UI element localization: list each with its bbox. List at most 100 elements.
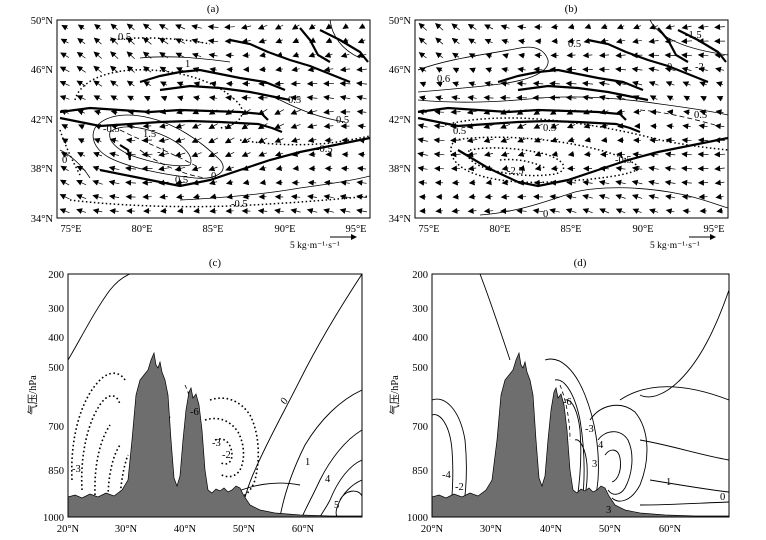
wind-vector — [275, 165, 283, 172]
lon-tick-label: 85°E — [560, 224, 581, 235]
contour-label: 0.5 — [336, 115, 349, 126]
wind-vector — [93, 95, 102, 101]
wind-vector — [648, 179, 659, 186]
wind-vector — [452, 81, 460, 88]
wind-vector — [600, 136, 608, 143]
wind-vector — [584, 23, 592, 30]
wind-vector — [565, 208, 577, 214]
wind-vector — [699, 81, 707, 87]
wind-vector — [484, 193, 493, 200]
wind-vector — [598, 80, 610, 87]
wind-vector — [419, 81, 427, 88]
wind-vector — [615, 194, 626, 200]
contour-label: -0.5 — [316, 144, 333, 155]
wind-vector — [174, 137, 186, 144]
wind-vector — [75, 194, 87, 200]
wind-vector — [291, 23, 300, 30]
wind-vector — [76, 179, 87, 186]
wind-vector — [258, 165, 267, 171]
wind-vector — [435, 23, 444, 31]
wind-vector — [550, 165, 559, 172]
wind-vector — [143, 95, 151, 102]
wind-vector — [435, 67, 443, 73]
wind-vector — [417, 123, 428, 130]
panel-c-frame — [67, 273, 363, 518]
contour-label: 4 — [598, 440, 604, 451]
wind-vector — [292, 165, 299, 172]
wind-vector — [175, 52, 185, 59]
wind-vector — [356, 80, 368, 87]
wind-vector — [307, 123, 317, 129]
wind-vector — [193, 81, 201, 88]
contour-label: 1 — [185, 59, 190, 70]
wind-vector — [615, 165, 626, 172]
wind-vector — [452, 52, 460, 59]
wind-vector — [516, 208, 527, 215]
contour-label: 0.5 — [118, 32, 131, 43]
lat-tick-label: 50°N — [389, 16, 412, 27]
panel-a-yaxis: 34°N 38°N 42°N 46°N 50°N — [31, 16, 54, 225]
wind-vector — [501, 38, 509, 45]
wind-vector — [207, 38, 219, 45]
wind-vector — [323, 66, 334, 73]
wind-vector — [532, 80, 544, 87]
wind-vector — [533, 123, 543, 129]
wind-vector — [77, 109, 86, 116]
contour-label: 0 — [211, 171, 216, 182]
wind-vector — [632, 208, 642, 214]
wind-vector — [142, 37, 152, 45]
wind-vector — [59, 66, 70, 73]
wind-vector — [356, 179, 367, 186]
wind-vector — [666, 95, 674, 102]
panel-b-xaxis: 75°E 80°E 85°E 90°E 95°E — [418, 224, 724, 235]
wind-vector — [76, 66, 86, 73]
wind-vector — [160, 81, 168, 87]
pressure-tick-label: 300 — [48, 304, 64, 315]
wind-vector — [242, 179, 250, 186]
lat-tick-label: 50°N — [233, 524, 256, 535]
wind-vector — [598, 193, 610, 200]
wind-vector — [533, 66, 543, 73]
pressure-tick-label: 500 — [412, 363, 428, 374]
wind-vector — [517, 24, 526, 31]
contour-label: 0.6 — [437, 74, 450, 85]
contour-label: 0 — [667, 62, 672, 73]
lat-tick-label: 42°N — [389, 115, 412, 126]
panel-a-vectors — [59, 23, 368, 215]
wind-vector — [241, 151, 251, 157]
wind-vector — [274, 109, 285, 115]
wind-vector — [191, 24, 202, 30]
wind-vector — [125, 165, 137, 172]
vector-legend-label: 5 kg·m⁻¹·s⁻¹ — [290, 241, 340, 251]
wind-vector — [665, 81, 675, 87]
wind-vector — [192, 193, 201, 200]
wind-vector — [615, 95, 626, 101]
panel-a-label: (a) — [207, 3, 220, 15]
contour-label: 0.5 — [568, 39, 581, 50]
contour-label: -6 — [190, 407, 199, 418]
wind-vector — [257, 24, 268, 30]
contour-label: 1 — [305, 457, 310, 468]
lat-tick-label: 40°N — [174, 524, 197, 535]
wind-vector — [681, 137, 692, 144]
wind-vector — [466, 108, 478, 115]
pressure-tick-label: 400 — [412, 333, 428, 344]
wind-vector — [126, 65, 135, 73]
wind-vector — [159, 66, 168, 73]
wind-vector — [274, 151, 284, 157]
wind-vector — [469, 67, 476, 74]
wind-vector — [339, 80, 351, 87]
contour-label: 0 — [720, 492, 725, 503]
wind-vector — [583, 151, 592, 158]
wind-vector — [517, 137, 527, 143]
wind-vector — [485, 67, 492, 73]
wind-vector — [225, 80, 234, 87]
wind-vector — [143, 66, 152, 73]
wind-vector — [681, 66, 692, 73]
wind-vector — [76, 51, 86, 59]
wind-vector — [176, 193, 185, 200]
wind-vector — [467, 165, 477, 172]
lat-tick-label: 42°N — [31, 115, 54, 126]
wind-vector — [158, 137, 169, 144]
contour-label: -2 — [222, 450, 231, 461]
